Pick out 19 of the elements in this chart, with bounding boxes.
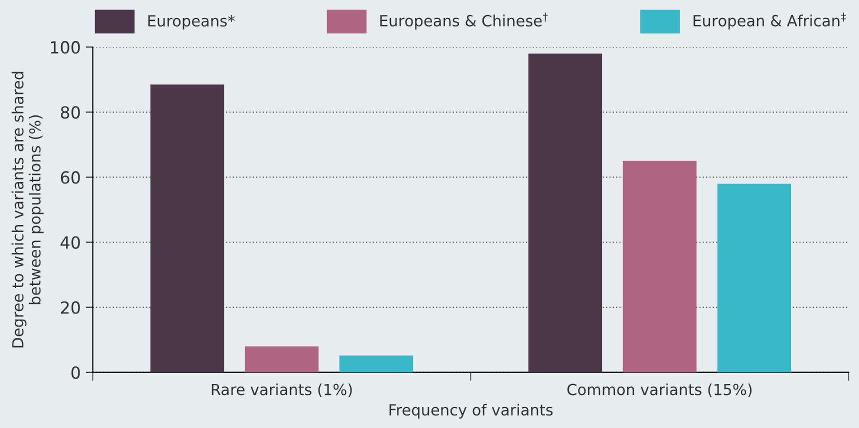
y-tick-label: 60 bbox=[60, 171, 80, 184]
y-tick-label: 100 bbox=[50, 41, 80, 54]
legend-label: Europeans & Chinese$^{†}$ bbox=[380, 12, 548, 30]
x-axis-title: Frequency of variants bbox=[390, 404, 553, 419]
y-tick-label: 20 bbox=[60, 301, 80, 314]
y-tick-label: 0 bbox=[71, 366, 80, 379]
y-tick-label: 40 bbox=[60, 236, 80, 249]
y-axis-title: Degree to which variants are shared between populations (%) bbox=[12, 72, 44, 348]
x-tick-label: Common variants (15%) bbox=[567, 383, 752, 398]
bar bbox=[244, 346, 319, 372]
bar bbox=[339, 355, 414, 372]
legend-label: European & African$^{‡}$ bbox=[694, 12, 846, 30]
bar bbox=[150, 84, 224, 372]
bar bbox=[717, 184, 792, 372]
bar bbox=[528, 54, 602, 372]
legend-label: Europeans* bbox=[148, 15, 235, 30]
x-tick-label: Rare variants (1%) bbox=[212, 383, 352, 398]
bar bbox=[622, 160, 697, 372]
y-tick-label: 80 bbox=[60, 106, 80, 119]
